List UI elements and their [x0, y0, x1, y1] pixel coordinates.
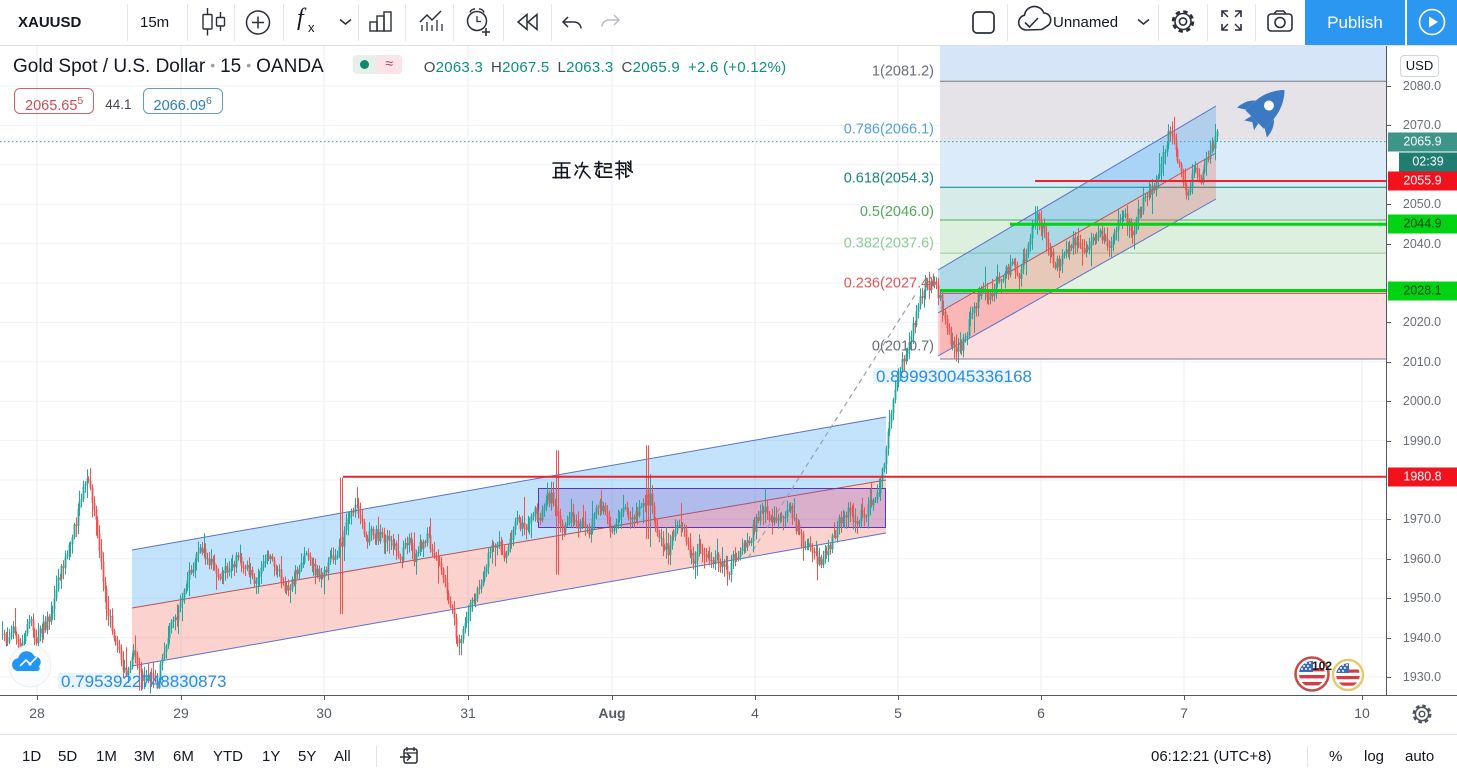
svg-text:0.899930045336168: 0.899930045336168 — [876, 367, 1032, 386]
svg-text:0.5(2046.0): 0.5(2046.0) — [860, 204, 934, 220]
svg-text:102: 102 — [1312, 659, 1332, 673]
svg-text:0.7953922748830873: 0.7953922748830873 — [61, 672, 226, 691]
svg-text:0.236(2027.4): 0.236(2027.4) — [844, 276, 934, 292]
svg-text:0(2010.7): 0(2010.7) — [872, 339, 934, 355]
svg-text:0.786(2066.1): 0.786(2066.1) — [844, 122, 934, 138]
svg-text:1(2081.2): 1(2081.2) — [872, 64, 934, 80]
svg-text:0.618(2054.3): 0.618(2054.3) — [844, 171, 934, 187]
svg-text:0.382(2037.6): 0.382(2037.6) — [844, 235, 934, 251]
